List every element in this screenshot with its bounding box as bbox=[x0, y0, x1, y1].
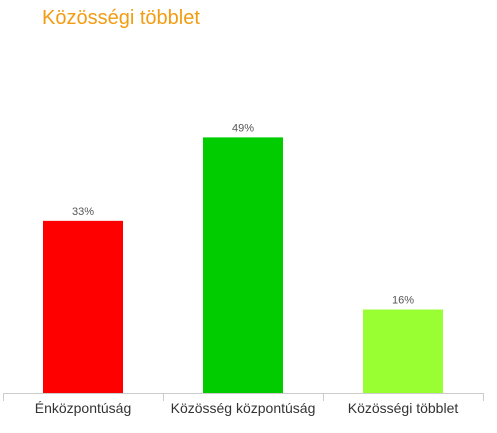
data-labels-group: 33% 49% 16% bbox=[72, 122, 414, 306]
x-tick-label-2: Közösség központúság bbox=[171, 400, 316, 416]
chart-title: Közösségi többlet bbox=[42, 7, 200, 29]
data-label-1: 33% bbox=[72, 206, 94, 218]
data-label-2: 49% bbox=[232, 122, 254, 134]
data-label-3: 16% bbox=[392, 295, 414, 307]
x-tick-label-1: Énközpontúság bbox=[35, 400, 132, 416]
x-tick-label-3: Közösségi többlet bbox=[348, 400, 459, 416]
x-tick-labels-group: Énközpontúság Közösség központúság Közössé… bbox=[35, 400, 459, 416]
bar-2 bbox=[203, 137, 283, 393]
bar-1 bbox=[43, 220, 123, 393]
bar-3 bbox=[363, 309, 443, 393]
x-axis bbox=[3, 393, 484, 401]
bars-group bbox=[43, 137, 443, 393]
